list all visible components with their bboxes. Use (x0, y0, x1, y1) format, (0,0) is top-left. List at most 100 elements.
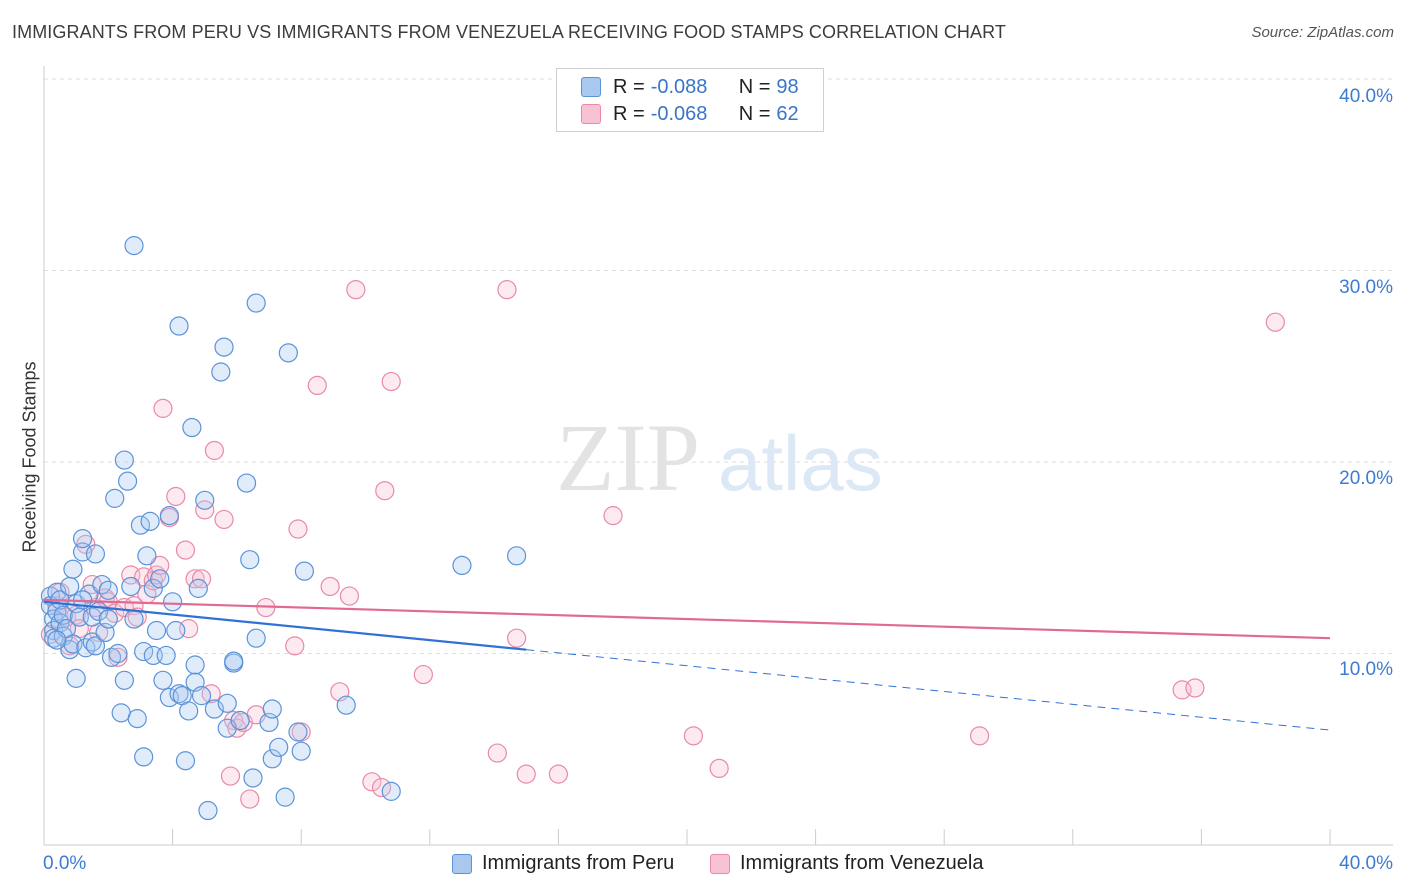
venezuela-point (603, 506, 623, 526)
peru-point (47, 630, 67, 650)
chart-title: IMMIGRANTS FROM PERU VS IMMIGRANTS FROM … (12, 22, 1006, 42)
peru-legend-label: Immigrants from Peru (482, 852, 675, 874)
peru-point (169, 684, 189, 704)
peru-point (134, 747, 154, 767)
watermark: ZIP atlas (556, 404, 883, 511)
peru-point (336, 695, 356, 715)
peru-point (137, 546, 157, 566)
venezuela-point (166, 486, 186, 507)
peru-point (217, 693, 237, 713)
bottom-legend-venezuela: Immigrants from Venezuela (710, 852, 983, 875)
venezuela-point (413, 664, 433, 685)
venezuela-point (320, 576, 340, 597)
peru-point (288, 722, 308, 742)
peru-point (134, 641, 154, 662)
peru-point (224, 651, 244, 671)
peru-point (72, 528, 93, 549)
peru-point (124, 236, 144, 256)
peru-point (60, 576, 80, 597)
peru-point (381, 781, 401, 801)
peru-point (230, 710, 250, 731)
peru-point (182, 417, 202, 438)
peru-point (105, 488, 125, 508)
venezuela-n-value: 62 (776, 102, 799, 125)
peru-legend-swatch (452, 853, 472, 874)
venezuela-point (285, 636, 305, 656)
trend-lines (43, 598, 1331, 731)
peru-point (198, 800, 218, 821)
peru-point (169, 316, 189, 336)
x-tick-label-min: 0.0% (43, 853, 87, 874)
peru-point (246, 293, 266, 313)
peru-point (114, 450, 134, 470)
peru-point (262, 749, 282, 769)
peru-point (156, 645, 176, 666)
venezuela-n-label: N = (738, 102, 771, 125)
axes (43, 66, 1393, 846)
peru-point (63, 559, 83, 579)
venezuela-point (204, 440, 224, 461)
peru-point (143, 578, 163, 598)
peru-point (127, 709, 147, 729)
peru-point (163, 592, 183, 612)
venezuela-legend-swatch (710, 853, 730, 874)
peru-point (240, 550, 260, 570)
venezuela-point (201, 684, 221, 704)
peru-n-label: N = (738, 75, 771, 98)
peru-point (195, 490, 215, 510)
watermark-atlas: atlas (718, 419, 883, 507)
peru-point (111, 703, 131, 723)
peru-trend-extension (526, 649, 1331, 731)
peru-point (85, 544, 106, 564)
venezuela-r-label: R = (613, 102, 645, 125)
venezuela-point (1185, 678, 1205, 698)
peru-swatch (581, 77, 601, 97)
venezuela-trend-line (43, 598, 1331, 640)
peru-point (121, 576, 141, 597)
peru-r-value: -0.088 (650, 75, 708, 98)
legend-row-venezuela: R = -0.068 N = 62 (581, 102, 799, 126)
venezuela-point (339, 586, 360, 606)
y-tick-label-40: 40.0% (1339, 86, 1393, 107)
y-axis-title: Receiving Food Stamps (19, 361, 40, 553)
x-tick-label-max: 40.0% (1339, 853, 1393, 874)
stats-legend: R = -0.088 N = 98 R = -0.068 N = 62 (556, 68, 824, 132)
venezuela-swatch (581, 104, 601, 124)
peru-point (98, 609, 118, 629)
peru-point (108, 643, 128, 664)
bottom-legend-peru: Immigrants from Peru (452, 852, 674, 875)
peru-point (124, 609, 144, 629)
peru-point (179, 701, 199, 721)
peru-point (291, 741, 311, 761)
peru-point (150, 569, 170, 589)
peru-point (188, 578, 208, 598)
peru-point (211, 362, 231, 382)
peru-point (294, 561, 315, 581)
venezuela-point (150, 555, 170, 576)
venezuela-point (175, 540, 196, 560)
legend-row-peru: R = -0.088 N = 98 (581, 75, 799, 99)
source-note: Source: ZipAtlas.com (1251, 24, 1394, 41)
peru-r-label: R = (613, 75, 645, 98)
peru-point (130, 515, 151, 535)
peru-point (262, 699, 282, 719)
peru-point (507, 546, 527, 566)
venezuela-point (969, 726, 990, 746)
venezuela-point (487, 743, 507, 763)
venezuela-point (709, 758, 729, 779)
peru-point (275, 787, 295, 807)
peru-point (452, 555, 472, 576)
peru-point (278, 343, 298, 363)
peru-point (66, 668, 86, 688)
venezuela-point (307, 375, 327, 395)
y-tick-label-30: 30.0% (1339, 277, 1393, 298)
venezuela-point (1265, 312, 1285, 332)
venezuela-point (381, 371, 401, 392)
venezuela-point (220, 766, 241, 786)
peru-point (159, 506, 179, 526)
peru-point (243, 768, 263, 788)
y-tick-label-10: 10.0% (1339, 659, 1393, 680)
peru-point (191, 686, 212, 706)
venezuela-point (683, 726, 704, 746)
